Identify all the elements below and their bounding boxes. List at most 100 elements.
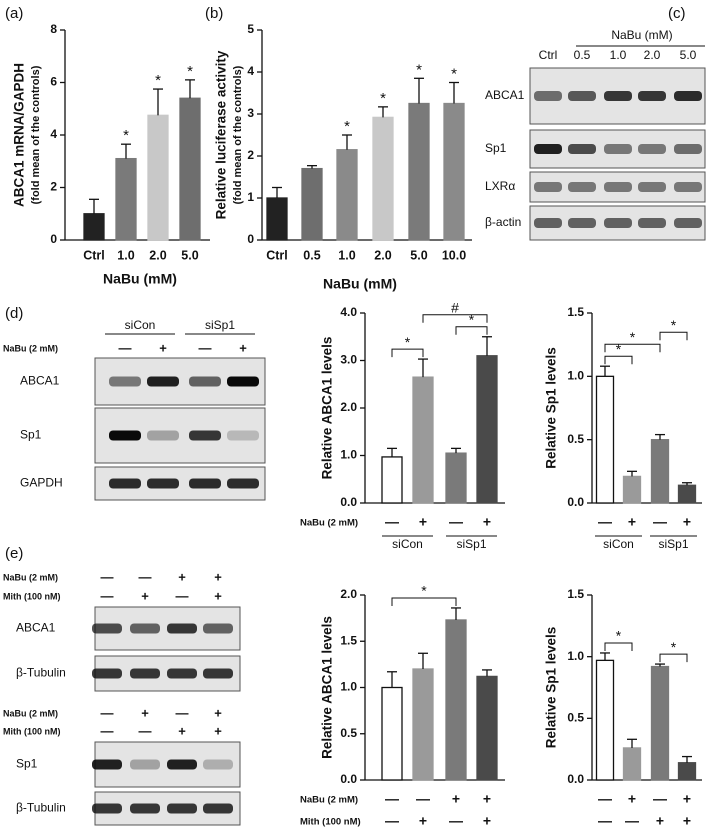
y-axis-sublabel: (fold mean of the controls) xyxy=(232,65,244,204)
y-axis-label: Relative Sp1 levels xyxy=(544,627,559,749)
blot-band xyxy=(227,376,259,387)
condition-label: NaBu (2 mM) xyxy=(300,795,358,806)
blot-band xyxy=(604,218,632,228)
lane-label: 0.5 xyxy=(574,48,591,62)
y-tick-label: 1.5 xyxy=(567,587,584,601)
blot-band xyxy=(674,144,702,154)
bar xyxy=(336,149,358,241)
significance: * xyxy=(405,334,411,350)
condition-mark: + xyxy=(178,723,186,738)
condition-mark: — xyxy=(101,705,114,720)
bar xyxy=(650,439,670,504)
bar xyxy=(650,665,670,781)
blot-band xyxy=(534,218,562,228)
y-axis-label: Relative luciferase activity xyxy=(214,50,229,219)
condition-mark: + xyxy=(141,705,149,720)
y-tick-label: 5 xyxy=(247,22,254,36)
blot-band xyxy=(568,91,596,101)
y-tick-label: 3.0 xyxy=(340,353,357,367)
blot-band xyxy=(92,668,122,679)
significance-bracket xyxy=(391,597,457,606)
bar xyxy=(677,762,697,781)
bar xyxy=(595,375,615,504)
condition-mark: — xyxy=(653,791,667,807)
condition-mark: — xyxy=(416,791,430,807)
condition-mark: + xyxy=(628,514,636,530)
blot-band xyxy=(674,182,702,192)
y-tick-label: 0.5 xyxy=(567,711,584,725)
blot-band xyxy=(167,803,197,814)
condition-label: NaBu (2 mM) xyxy=(300,518,358,529)
condition-mark: — xyxy=(101,569,114,584)
condition-mark: + xyxy=(141,588,149,603)
blot-band xyxy=(568,144,596,154)
bar xyxy=(445,619,467,781)
panel-label: (e) xyxy=(5,545,23,562)
y-tick-label: 4 xyxy=(50,127,57,141)
condition-mark: — xyxy=(625,813,639,829)
condition-mark: + xyxy=(159,340,167,355)
significance-bracket xyxy=(659,653,688,663)
x-tick-label: Ctrl xyxy=(83,248,105,262)
x-axis-label: NaBu (mM) xyxy=(103,271,177,287)
x-tick-label: 5.0 xyxy=(410,248,427,262)
panel-label: (d) xyxy=(5,305,23,322)
significance: * xyxy=(616,628,622,644)
blot-band xyxy=(638,218,666,228)
blot-band xyxy=(130,803,160,814)
condition-mark: — xyxy=(101,723,114,738)
blot-band xyxy=(92,623,122,634)
condition-label: Mith (100 nM) xyxy=(300,817,361,828)
y-axis-sublabel: (fold mean of the controls) xyxy=(30,65,42,204)
significance-bracket xyxy=(659,331,688,341)
blot-band xyxy=(227,478,259,489)
blot-band xyxy=(203,803,233,814)
group-label: siCon xyxy=(603,537,634,551)
blot-band xyxy=(130,668,160,679)
significance: * xyxy=(123,127,129,144)
bar xyxy=(677,484,697,504)
blot-band xyxy=(638,91,666,101)
blot-band xyxy=(130,759,160,770)
blot-band xyxy=(109,430,141,441)
bar xyxy=(372,116,394,241)
blot-band xyxy=(167,623,197,634)
significance: * xyxy=(671,317,677,333)
x-tick-label: 1.0 xyxy=(117,248,134,262)
significance: * xyxy=(416,61,422,78)
blot-band xyxy=(109,376,141,387)
blot-band xyxy=(568,218,596,228)
significance: * xyxy=(155,72,161,89)
bar xyxy=(412,668,434,781)
significance: * xyxy=(380,90,386,107)
y-tick-label: 1.0 xyxy=(340,448,357,462)
condition-label: NaBu (2 mM) xyxy=(3,708,58,718)
y-tick-label: 1.5 xyxy=(567,305,584,319)
y-tick-label: 4.0 xyxy=(340,305,357,319)
row-label: Sp1 xyxy=(16,757,38,771)
bar xyxy=(412,376,434,504)
condition-mark: — xyxy=(598,813,612,829)
condition-mark: + xyxy=(419,514,427,530)
blot-band xyxy=(147,478,179,489)
blot-band xyxy=(604,182,632,192)
group-label: siSp1 xyxy=(456,537,486,551)
significance: * xyxy=(421,583,427,599)
condition-mark: + xyxy=(419,813,427,829)
condition-mark: — xyxy=(139,569,152,584)
row-label: Sp1 xyxy=(20,428,42,442)
condition-mark: + xyxy=(214,705,222,720)
group-label: siCon xyxy=(392,537,423,551)
blot-band xyxy=(604,91,632,101)
significance: * xyxy=(671,639,677,655)
panel-label: (c) xyxy=(668,5,686,22)
x-axis-label: NaBu (mM) xyxy=(323,276,397,292)
blot-band xyxy=(189,430,221,441)
y-tick-label: 6 xyxy=(50,75,57,89)
condition-mark: + xyxy=(683,813,691,829)
x-tick-label: 0.5 xyxy=(303,248,320,262)
row-label: GAPDH xyxy=(20,476,63,490)
lane-label: Ctrl xyxy=(539,48,558,62)
condition-mark: — xyxy=(385,813,399,829)
